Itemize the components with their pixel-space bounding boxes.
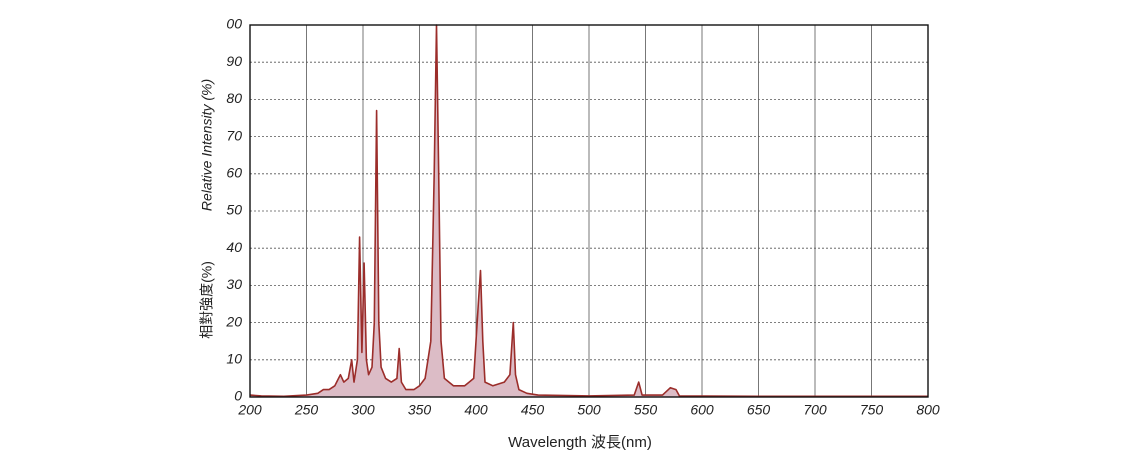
y-tick-label: 40	[226, 239, 242, 255]
y-tick-label: 50	[226, 202, 242, 218]
y-tick-label: 80	[226, 90, 242, 106]
x-axis-title: Wavelength 波長(nm)	[508, 434, 652, 451]
y-tick-label: 70	[226, 127, 242, 143]
x-tick-label: 400	[464, 402, 488, 418]
x-tick-label: 450	[521, 402, 545, 418]
y-tick-label: 90	[226, 53, 242, 69]
y-tick-label: 0	[234, 388, 242, 404]
x-tick-label: 250	[294, 402, 319, 418]
x-tick-label: 600	[690, 402, 714, 418]
plot-frame	[249, 24, 929, 398]
x-tick-label: 300	[351, 402, 375, 418]
x-tick-label: 700	[803, 402, 827, 418]
x-tick-label: 550	[634, 402, 658, 418]
y-tick-label: 60	[226, 165, 242, 181]
x-tick-label: 650	[747, 402, 771, 418]
x-tick-label: 500	[577, 402, 601, 418]
x-tick-label: 200	[237, 402, 262, 418]
y-axis-title-alt: 相對強度(%)	[199, 261, 215, 339]
spectrum-line	[249, 24, 928, 398]
y-tick-label: 30	[226, 276, 242, 292]
x-tick-label: 350	[408, 402, 432, 418]
y-tick-label: 20	[225, 313, 242, 329]
x-tick-label: 800	[916, 402, 940, 418]
y-axis-title: Relative Intensity (%)	[199, 79, 215, 211]
x-tick-label: 750	[860, 402, 884, 418]
y-tick-label: 00	[226, 16, 242, 32]
y-tick-label: 10	[226, 351, 242, 367]
